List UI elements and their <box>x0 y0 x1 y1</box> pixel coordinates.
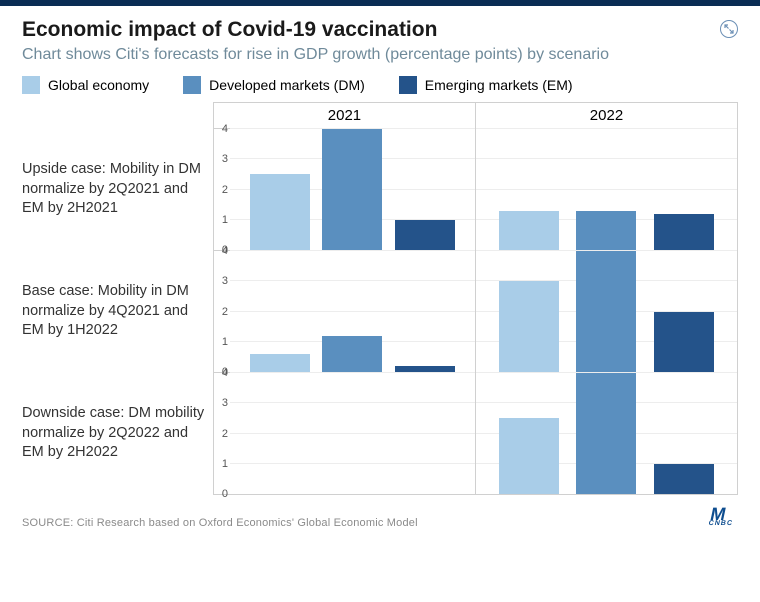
scenario-label: Upside case: Mobility in DM normalize by… <box>22 129 213 251</box>
y-tick: 3 <box>222 275 228 287</box>
y-tick: 4 <box>222 123 228 135</box>
bar <box>654 312 714 373</box>
bar <box>654 464 714 494</box>
y-tick: 2 <box>222 306 228 318</box>
bar <box>499 211 559 250</box>
y-tick: 4 <box>222 367 228 379</box>
y-tick: 2 <box>222 184 228 196</box>
bar <box>654 214 714 250</box>
year-header: 2021 <box>213 103 475 129</box>
bar <box>322 336 382 372</box>
legend-swatch <box>22 76 40 94</box>
y-tick: 0 <box>222 488 228 500</box>
expand-icon[interactable] <box>720 20 738 38</box>
chart-cell <box>475 373 737 495</box>
scenario-label: Downside case: DM mobility normalize by … <box>22 373 213 495</box>
chart-cell: 01234 <box>213 129 475 251</box>
bar <box>499 281 559 372</box>
legend-label: Developed markets (DM) <box>209 77 365 93</box>
bar <box>576 251 636 372</box>
legend-item: Emerging markets (EM) <box>399 76 573 94</box>
bar <box>395 366 455 372</box>
bar <box>322 129 382 250</box>
bar <box>576 211 636 250</box>
y-tick: 1 <box>222 336 228 348</box>
scenario-label: Base case: Mobility in DM normalize by 4… <box>22 251 213 373</box>
legend-item: Global economy <box>22 76 149 94</box>
chart-cell: 01234 <box>213 373 475 495</box>
y-tick: 1 <box>222 214 228 226</box>
legend-label: Emerging markets (EM) <box>425 77 573 93</box>
bar <box>395 220 455 250</box>
chart-grid: 2021 2022 Upside case: Mobility in DM no… <box>22 102 738 495</box>
source-text: SOURCE: Citi Research based on Oxford Ec… <box>22 517 418 529</box>
legend-swatch <box>399 76 417 94</box>
chart-subtitle: Chart shows Citi's forecasts for rise in… <box>22 46 738 64</box>
y-tick: 3 <box>222 397 228 409</box>
chart-cell <box>475 129 737 251</box>
legend-label: Global economy <box>48 77 149 93</box>
bar <box>250 174 310 250</box>
y-tick: 4 <box>222 245 228 257</box>
legend-swatch <box>183 76 201 94</box>
bar <box>576 373 636 494</box>
y-tick: 2 <box>222 428 228 440</box>
chart-title: Economic impact of Covid-19 vaccination <box>22 18 738 42</box>
chart-cell: 01234 <box>213 251 475 373</box>
chart-cell <box>475 251 737 373</box>
y-tick: 1 <box>222 458 228 470</box>
year-header: 2022 <box>475 103 737 129</box>
bar <box>499 418 559 494</box>
bar <box>250 354 310 372</box>
legend: Global economy Developed markets (DM) Em… <box>22 76 738 94</box>
cnbc-logo: MCNBC <box>703 505 740 529</box>
legend-item: Developed markets (DM) <box>183 76 365 94</box>
y-tick: 3 <box>222 153 228 165</box>
